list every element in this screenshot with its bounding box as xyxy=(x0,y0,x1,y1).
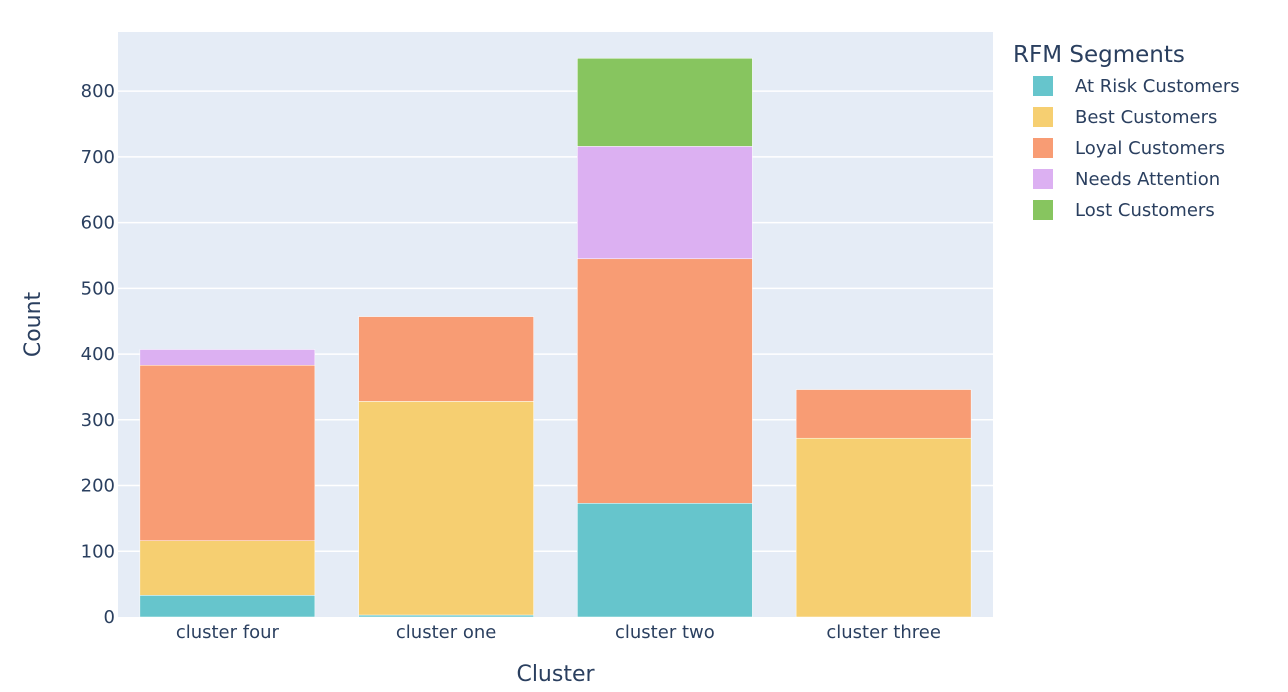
y-tick-label: 500 xyxy=(81,278,115,299)
legend-swatch xyxy=(1033,200,1053,220)
bar-segment[interactable] xyxy=(795,389,972,439)
legend-item[interactable]: Loyal Customers xyxy=(1033,138,1225,159)
x-tick-label: cluster one xyxy=(396,622,496,643)
legend-swatch xyxy=(1033,107,1053,127)
legend-label: Loyal Customers xyxy=(1075,138,1225,159)
y-tick-label: 0 xyxy=(104,607,115,628)
y-tick-label: 700 xyxy=(81,147,115,168)
legend-label: Needs Attention xyxy=(1075,169,1220,190)
bar-segment[interactable] xyxy=(139,365,316,542)
bar-segment[interactable] xyxy=(577,58,753,147)
y-tick-label: 800 xyxy=(81,81,115,102)
bar-segment[interactable] xyxy=(577,503,753,618)
legend-item[interactable]: Needs Attention xyxy=(1033,169,1220,190)
bars xyxy=(139,58,972,618)
legend-swatch xyxy=(1033,76,1053,96)
x-axis-ticks: cluster four cluster one cluster two cluste… xyxy=(176,622,941,643)
bar-segment[interactable] xyxy=(139,540,316,596)
y-tick-label: 400 xyxy=(81,344,115,365)
y-tick-label: 300 xyxy=(81,410,115,431)
bar-segment[interactable] xyxy=(577,258,753,504)
bar-segment[interactable] xyxy=(358,614,534,618)
legend-label: Lost Customers xyxy=(1075,200,1215,221)
bar-segment[interactable] xyxy=(139,595,316,618)
bar-segment[interactable] xyxy=(358,401,534,616)
legend-items[interactable]: At Risk Customers Best Customers Loyal Cus… xyxy=(1033,76,1240,221)
legend-swatch xyxy=(1033,169,1053,189)
y-tick-label: 600 xyxy=(81,213,115,234)
bar-segment[interactable] xyxy=(139,349,316,366)
x-axis-title: Cluster xyxy=(516,662,595,687)
legend-item[interactable]: Best Customers xyxy=(1033,107,1217,128)
x-tick-label: cluster two xyxy=(615,622,715,643)
bar-segment[interactable] xyxy=(358,316,534,402)
legend-label: At Risk Customers xyxy=(1075,76,1240,97)
x-tick-label: cluster three xyxy=(826,622,941,643)
legend-title: RFM Segments xyxy=(1013,42,1185,68)
y-axis-title: Count xyxy=(21,291,46,357)
y-tick-label: 100 xyxy=(81,541,115,562)
legend-swatch xyxy=(1033,138,1053,158)
legend-item[interactable]: Lost Customers xyxy=(1033,200,1215,221)
legend[interactable]: RFM Segments At Risk Customers Best Custo… xyxy=(1013,42,1240,221)
x-tick-label: cluster four xyxy=(176,622,280,643)
bar-segment[interactable] xyxy=(577,146,753,260)
legend-label: Best Customers xyxy=(1075,107,1217,128)
legend-item[interactable]: At Risk Customers xyxy=(1033,76,1240,97)
y-tick-label: 200 xyxy=(81,476,115,497)
y-axis-ticks: 0 100 200 300 400 500 600 700 800 xyxy=(81,81,115,628)
bar-segment[interactable] xyxy=(795,437,972,618)
